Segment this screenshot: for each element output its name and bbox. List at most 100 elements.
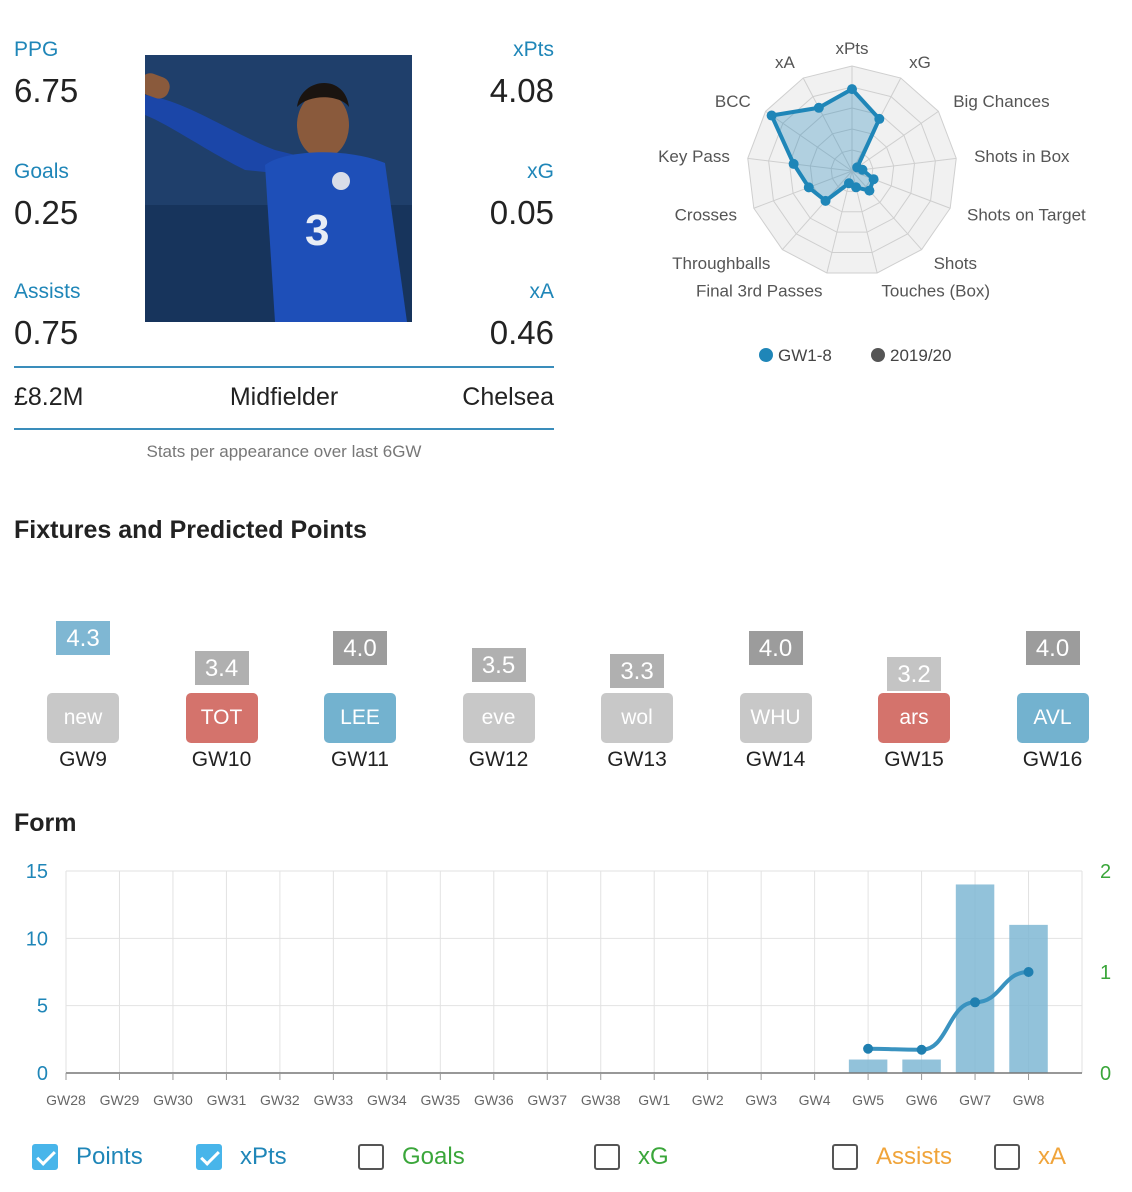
radar-axis-label: Big Chances bbox=[953, 92, 1049, 111]
radar-grid bbox=[747, 65, 957, 274]
fixture-opponent-gw16[interactable]: AVL bbox=[1016, 693, 1089, 743]
form-y-tick: 10 bbox=[26, 928, 48, 950]
radar-axis-label: Crosses bbox=[675, 206, 737, 225]
form-point-xpts bbox=[863, 1043, 874, 1054]
player-photo: 3 bbox=[145, 55, 412, 322]
radar-axis-label: Shots on Target bbox=[967, 206, 1086, 225]
goals-value: 0.25 bbox=[14, 194, 79, 231]
form-bar-points bbox=[1009, 924, 1048, 1073]
fixture-opponent-gw11[interactable]: LEE bbox=[324, 693, 396, 743]
radar-spoke bbox=[851, 157, 957, 172]
stats-caption: Stats per appearance over last 6GW bbox=[146, 442, 422, 461]
radar-spoke bbox=[753, 170, 853, 209]
form-x-tick: GW35 bbox=[420, 1092, 460, 1108]
form-x-tick: GW36 bbox=[474, 1092, 514, 1108]
radar-axis-label: Shots bbox=[934, 254, 977, 273]
legend-label: Points bbox=[76, 1143, 143, 1170]
fixture-opponent-gw15[interactable]: ars bbox=[878, 693, 950, 743]
radar-spoke bbox=[781, 170, 853, 250]
form-bar-points bbox=[848, 1059, 888, 1073]
form-y2-tick: 2 bbox=[1100, 861, 1111, 883]
radar-legend-label: GW1-8 bbox=[778, 346, 832, 365]
legend-checkbox[interactable] bbox=[994, 1144, 1020, 1170]
radar-chart: xPts xG Big Chances Shots in Box Shots on Ta… bbox=[658, 39, 1086, 365]
form-x-tick: GW3 bbox=[745, 1092, 777, 1108]
radar-axis-label: Touches (Box) bbox=[881, 281, 990, 300]
radar-point bbox=[843, 178, 854, 189]
radar-ring bbox=[809, 128, 895, 213]
legend-label: Goals bbox=[402, 1143, 465, 1170]
form-x-tick: GW7 bbox=[959, 1092, 991, 1108]
form-axes: 0 5 10 15 0 1 2 GW28 GW29 GW30 GW31 GW32 GW33 GW34 GW3… bbox=[26, 861, 1111, 1108]
legend-toggle-goals[interactable]: Goals bbox=[358, 1143, 465, 1171]
fixture-gameweek: GW14 bbox=[745, 748, 806, 771]
form-title: Form bbox=[14, 809, 77, 837]
legend-label: xPts bbox=[240, 1143, 287, 1170]
radar-point bbox=[803, 182, 814, 193]
legend-checkbox[interactable] bbox=[32, 1144, 58, 1170]
radar-legend-marker bbox=[759, 348, 773, 362]
form-point-xpts bbox=[916, 1044, 927, 1055]
radar-ring bbox=[788, 107, 916, 233]
predicted-points-gw10: 3.4 bbox=[194, 650, 249, 685]
xg-value: 0.05 bbox=[489, 194, 554, 231]
legend-label: xA bbox=[1038, 1143, 1067, 1170]
radar-ring bbox=[830, 149, 874, 192]
form-x-tick: GW34 bbox=[367, 1092, 407, 1108]
predicted-points-gw13: 3.3 bbox=[610, 654, 664, 689]
legend-checkbox[interactable] bbox=[832, 1144, 858, 1170]
radar-spoke bbox=[747, 157, 853, 172]
legend-checkbox[interactable] bbox=[358, 1144, 384, 1170]
legend-toggle-xpts[interactable]: xPts bbox=[196, 1143, 287, 1171]
radar-legend-label: 2019/20 bbox=[890, 346, 951, 365]
fixture-gameweek: GW13 bbox=[607, 748, 667, 771]
form-x-tick: GW5 bbox=[852, 1092, 884, 1108]
legend-checkbox[interactable] bbox=[594, 1144, 620, 1170]
form-x-tick: GW2 bbox=[692, 1092, 724, 1108]
legend-toggle-xg[interactable]: xG bbox=[594, 1143, 669, 1171]
svg-text:3: 3 bbox=[305, 206, 329, 255]
form-point-xpts bbox=[970, 997, 981, 1008]
form-x-tick: GW1 bbox=[638, 1092, 670, 1108]
form-bars bbox=[848, 884, 1048, 1073]
radar-legend: GW1-8 2019/20 bbox=[759, 346, 951, 365]
form-x-tick: GW30 bbox=[153, 1092, 193, 1108]
legend-checkbox[interactable] bbox=[196, 1144, 222, 1170]
radar-legend-marker bbox=[871, 348, 885, 362]
form-y-tick: 15 bbox=[26, 861, 48, 883]
radar-axis-label: xA bbox=[775, 53, 796, 72]
fixture-opponent-gw10[interactable]: TOT bbox=[185, 693, 258, 743]
ppg-label: PPG bbox=[14, 38, 59, 61]
form-x-tick: GW37 bbox=[527, 1092, 567, 1108]
form-bar-points bbox=[902, 1059, 941, 1073]
radar-axis-label: Key Pass bbox=[658, 147, 730, 166]
predicted-points-gw9: 4.3 bbox=[56, 621, 110, 656]
radar-axis-label: Final 3rd Passes bbox=[696, 281, 823, 300]
goals-label: Goals bbox=[14, 160, 69, 183]
radar-axis-label: Throughballs bbox=[672, 254, 770, 273]
form-point-xpts bbox=[1023, 967, 1034, 977]
fixture-opponent-gw13[interactable]: wol bbox=[601, 693, 673, 743]
info-bottom-divider bbox=[14, 428, 554, 430]
fixture-opponent-gw14[interactable]: WHU bbox=[739, 693, 812, 743]
fixture-gameweek: GW11 bbox=[331, 748, 389, 771]
radar-point bbox=[874, 113, 885, 124]
form-x-tick: GW4 bbox=[799, 1092, 831, 1108]
radar-series bbox=[766, 84, 885, 206]
form-grid bbox=[65, 870, 1083, 1074]
form-chart: 0 5 10 15 0 1 2 GW28 GW29 GW30 GW31 GW32 GW33 GW34 GW3… bbox=[26, 861, 1111, 1108]
info-top-divider bbox=[14, 366, 554, 368]
legend-toggle-xa[interactable]: xA bbox=[994, 1143, 1066, 1171]
form-y-tick: 0 bbox=[37, 1063, 48, 1085]
radar-axis-label: BCC bbox=[715, 92, 751, 111]
ppg-value: 6.75 bbox=[14, 72, 79, 109]
legend-label: xG bbox=[638, 1143, 669, 1170]
fixture-opponent-gw12[interactable]: eve bbox=[462, 693, 535, 743]
predicted-points-gw15: 3.2 bbox=[887, 657, 941, 692]
legend-toggle-points[interactable]: Points bbox=[32, 1143, 143, 1171]
legend-toggle-assists[interactable]: Assists bbox=[832, 1143, 952, 1171]
radar-point bbox=[864, 185, 875, 196]
radar-point bbox=[788, 158, 799, 169]
form-x-tick: GW32 bbox=[260, 1092, 300, 1108]
fixture-opponent-gw9[interactable]: new bbox=[47, 693, 119, 743]
